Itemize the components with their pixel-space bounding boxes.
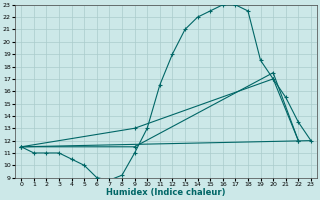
X-axis label: Humidex (Indice chaleur): Humidex (Indice chaleur): [106, 188, 226, 197]
